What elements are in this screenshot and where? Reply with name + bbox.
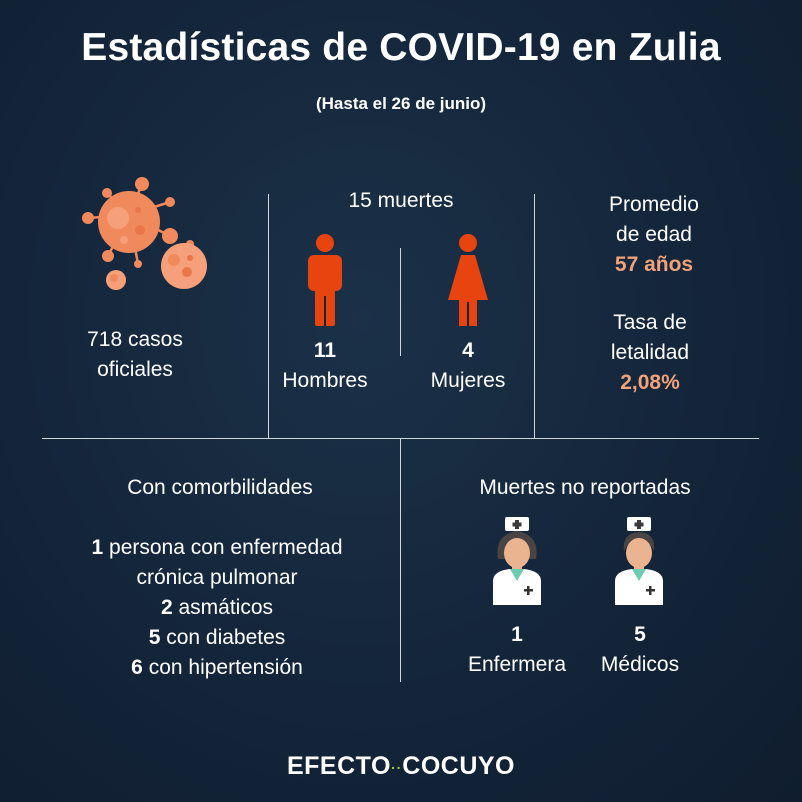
doctor-stat: 5 Médicos [580,620,700,680]
unreported-heading: Muertes no reportadas [479,476,691,499]
doctor-label: Médicos [600,653,680,676]
cases-text: 718 casos oficiales [40,325,230,385]
nurse-stat: 1 Enfermera [452,620,582,680]
list-item: 1 persona con enfermedad [91,536,343,559]
page-subtitle: (Hasta el 26 de junio) [315,94,487,113]
average-age: Promedio de edad 57 años [564,190,744,280]
doctor-count: 5 [634,623,646,646]
average-age-value: 57 años [614,253,694,276]
woman-icon [448,234,488,326]
divider-vertical-bottom [400,438,401,682]
brand-logo: EFECTO··COCUYO [0,752,802,781]
average-age-line2: de edad [616,223,692,246]
lethality-line1: Tasa de [613,311,687,334]
doctor-icon [615,517,663,605]
list-item: 5 con diabetes [148,626,286,649]
cases-line2: oficiales [97,358,173,381]
page-title: Estadísticas de COVID-19 en Zulia [81,26,721,69]
divider-vertical-left [268,194,269,438]
women-stat: 4 Mujeres [412,336,524,396]
brand-right: COCUYO [402,752,515,780]
women-count: 4 [462,339,474,362]
list-item: 2 asmáticos [160,596,274,619]
lethality-line2: letalidad [610,341,690,364]
brand-dots: ·· [390,759,403,776]
comorbidities-list: 1 persona con enfermedad crónica pulmona… [42,533,392,683]
nurse-icon [493,517,541,605]
average-age-line1: Promedio [609,193,699,216]
comorbidities-heading: Con comorbilidades [127,476,313,499]
nurse-count: 1 [511,623,523,646]
women-label: Mujeres [430,369,506,392]
man-icon [308,234,342,326]
lethality-value: 2,08% [620,371,680,394]
nurse-label: Enfermera [467,653,567,676]
list-item: 6 con hipertensión [131,656,303,679]
men-label: Hombres [282,369,368,392]
virus-icon [82,177,207,290]
deaths-total: 15 muertes [348,189,454,212]
list-item: crónica pulmonar [136,566,298,589]
lethality-rate: Tasa de letalidad 2,08% [560,308,740,398]
cases-line1: 718 casos [87,328,183,351]
brand-left: EFECTO [286,752,391,780]
divider-vertical-right [534,194,535,438]
men-count: 11 [313,339,337,362]
men-stat: 11 Hombres [270,336,380,396]
divider-vertical-middle [400,248,401,356]
